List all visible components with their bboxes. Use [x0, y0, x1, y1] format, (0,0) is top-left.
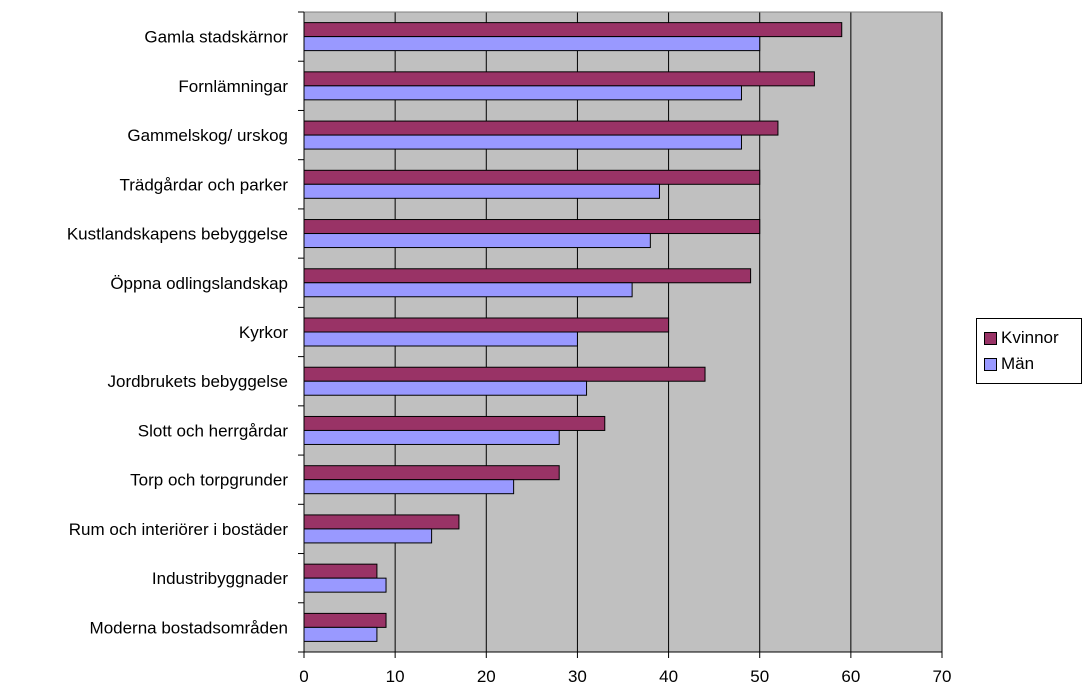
category-label-5: Öppna odlingslandskap: [110, 274, 288, 293]
bar-man-7: [303, 380, 588, 396]
x-tick-label-7: 70: [933, 667, 952, 686]
bar-kvinnor-3: [303, 169, 761, 185]
bar-man-11: [303, 577, 387, 593]
x-tick-label-3: 30: [568, 667, 587, 686]
bar-man-4: [303, 233, 651, 249]
bar-man-3: [303, 183, 660, 199]
bar-kvinnor-2: [303, 120, 779, 136]
bar-kvinnor-0: [303, 22, 843, 38]
bar-man-1: [303, 85, 742, 101]
bar-man-9: [303, 479, 515, 495]
bar-man-0: [303, 36, 761, 52]
legend: Kvinnor Män: [976, 318, 1082, 384]
legend-swatch-man: [984, 357, 997, 371]
category-label-10: Rum och interiörer i bostäder: [69, 520, 289, 539]
bar-man-12: [303, 626, 378, 642]
x-tick-label-2: 20: [477, 667, 496, 686]
bar-man-6: [303, 331, 578, 347]
bar-man-10: [303, 528, 433, 544]
legend-swatch-kvinnor: [984, 331, 997, 345]
category-label-2: Gammelskog/ urskog: [127, 126, 288, 145]
category-label-6: Kyrkor: [239, 323, 288, 342]
legend-item-man: Män: [984, 354, 1034, 374]
x-tick-label-4: 40: [659, 667, 678, 686]
x-tick-label-1: 10: [386, 667, 405, 686]
bar-kvinnor-1: [303, 71, 815, 87]
category-label-4: Kustlandskapens bebyggelse: [67, 225, 288, 244]
category-label-0: Gamla stadskärnor: [144, 28, 288, 47]
legend-item-kvinnor: Kvinnor: [984, 328, 1059, 348]
bar-kvinnor-10: [303, 514, 460, 530]
bar-kvinnor-8: [303, 415, 606, 431]
category-label-8: Slott och herrgårdar: [138, 421, 289, 440]
x-tick-label-6: 60: [841, 667, 860, 686]
legend-label-kvinnor: Kvinnor: [1001, 328, 1059, 347]
bar-man-8: [303, 429, 560, 445]
bar-kvinnor-11: [303, 563, 378, 579]
category-label-12: Moderna bostadsområden: [90, 618, 288, 637]
category-label-9: Torp och torpgrunder: [130, 471, 288, 490]
category-label-7: Jordbrukets bebyggelse: [107, 372, 288, 391]
bar-man-2: [303, 134, 742, 150]
bar-kvinnor-6: [303, 317, 670, 333]
bar-kvinnor-12: [303, 612, 387, 628]
category-label-3: Trädgårdar och parker: [119, 175, 288, 194]
category-label-1: Fornlämningar: [178, 77, 288, 96]
bar-man-5: [303, 282, 633, 298]
bar-kvinnor-9: [303, 465, 560, 481]
x-tick-label-0: 0: [299, 667, 308, 686]
bar-kvinnor-5: [303, 268, 752, 284]
bar-kvinnor-4: [303, 219, 761, 235]
category-label-11: Industribyggnader: [152, 569, 288, 588]
x-tick-label-5: 50: [750, 667, 769, 686]
legend-label-man: Män: [1001, 354, 1035, 373]
bar-kvinnor-7: [303, 366, 706, 382]
